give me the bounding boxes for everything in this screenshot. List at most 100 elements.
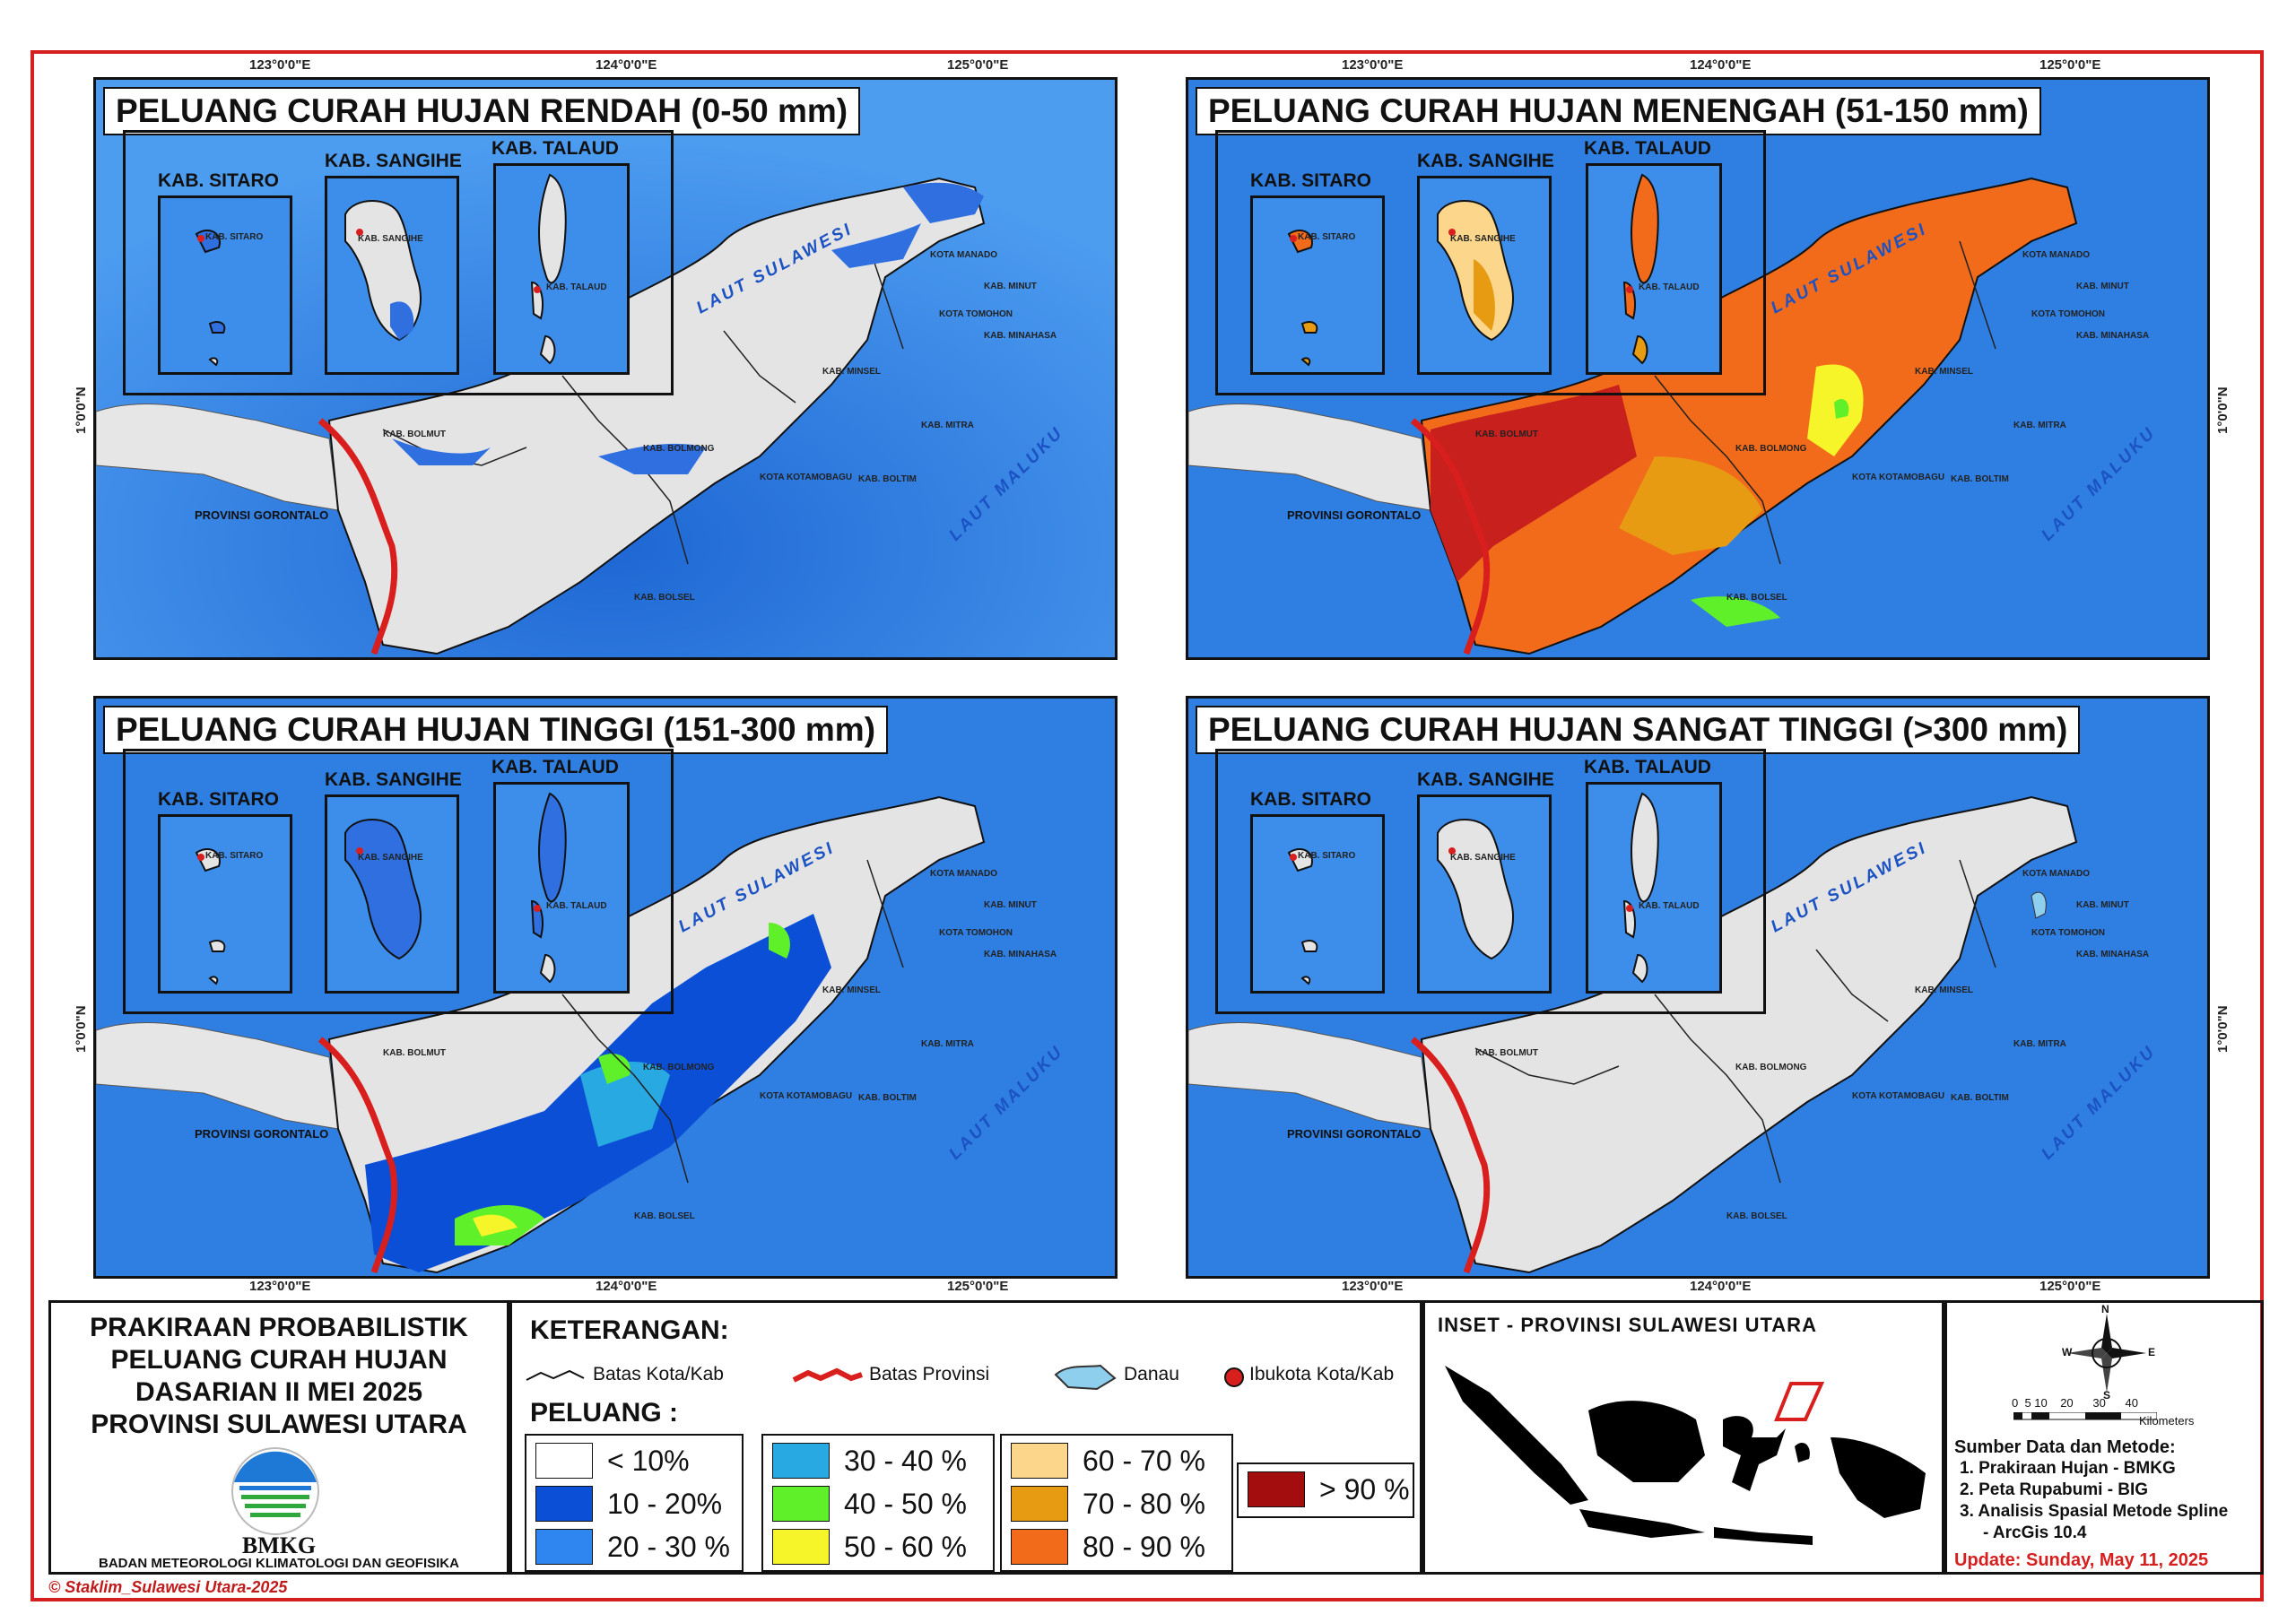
inset-label-sangihe: KAB. SANGIHE <box>1417 151 1554 171</box>
prov-label-gorontalo: PROVINSI GORONTALO <box>1287 1127 1422 1141</box>
copyright: © Staklim_Sulawesi Utara-2025 <box>48 1578 288 1596</box>
legend-ibukota: Ibukota Kota/Kab <box>1249 1364 1395 1384</box>
scale-bar <box>2013 1412 2157 1420</box>
place-bolmong: KAB. BOLMONG <box>643 444 715 454</box>
update-date: Update: Sunday, May 11, 2025 <box>1954 1550 2209 1570</box>
inset-label-talaud: KAB. TALAUD <box>491 138 619 159</box>
place-minahasa: KAB. MINAHASA <box>984 950 1057 959</box>
inset-label-sangihe: KAB. SANGIHE <box>325 151 462 171</box>
coord-lat-left-bottom: 1°0'0"N <box>74 1005 89 1053</box>
inset-label-sitaro: KAB. SITARO <box>1250 789 1371 810</box>
logo-text: BMKG <box>241 1532 317 1558</box>
inset-label-sangihe: KAB. SANGIHE <box>325 769 462 790</box>
place-bolsel: KAB. BOLSEL <box>1726 593 1787 603</box>
sources-heading: Sumber Data dan Metode: <box>1954 1437 2176 1457</box>
source-4: - ArcGis 10.4 <box>1983 1523 2087 1542</box>
compass-n: N <box>2101 1303 2109 1315</box>
title-block: PRAKIRAAN PROBABILISTIK PELUANG CURAH HU… <box>48 1300 509 1575</box>
class-label: 70 - 80 % <box>1083 1488 1205 1520</box>
inset-label-talaud: KAB. TALAUD <box>1584 757 1711 777</box>
batas-prov-icon <box>792 1367 863 1383</box>
swatch-80-90 <box>1011 1529 1068 1565</box>
place-kotamobagu: KOTA KOTAMOBAGU <box>760 473 853 482</box>
compass-icon <box>2067 1314 2146 1393</box>
inset-place-sitaro: KAB. SITARO <box>205 232 264 242</box>
map-panel-rendah: PELUANG CURAH HUJAN RENDAH (0-50 mm) KAB… <box>93 77 1118 660</box>
scale-unit: Kilometers <box>2139 1414 2195 1428</box>
inset-place-sangihe: KAB. SANGIHE <box>358 853 423 863</box>
place-boltim: KAB. BOLTIM <box>858 1093 917 1103</box>
place-minsel: KAB. MINSEL <box>822 985 881 995</box>
prov-label-gorontalo: PROVINSI GORONTALO <box>195 1127 329 1141</box>
agency-name: BADAN METEOROLOGI KLIMATOLOGI DAN GEOFIS… <box>99 1556 459 1571</box>
class-label: 60 - 70 % <box>1083 1445 1205 1477</box>
inset-group: KAB. SITARO KAB. SITARO KAB. SANGIHE KAB… <box>123 130 674 395</box>
coord-lon-123-bottom-right: 123°0'0"E <box>1342 1279 1404 1294</box>
inset-map-title: INSET - PROVINSI SULAWESI UTARA <box>1438 1314 1817 1336</box>
inset-label-sitaro: KAB. SITARO <box>158 170 279 191</box>
class-label: < 10% <box>607 1445 690 1477</box>
coord-lon-125-bottom-right: 125°0'0"E <box>2039 1279 2101 1294</box>
place-tomohon: KOTA TOMOHON <box>2031 309 2106 319</box>
legend-block: KETERANGAN: Batas Kota/Kab Batas Provins… <box>509 1300 1422 1575</box>
coord-lat-right-bottom: 1°0'0"N <box>2215 1005 2231 1053</box>
swatch-50-60 <box>772 1529 830 1565</box>
inset-place-sitaro: KAB. SITARO <box>1298 232 1356 242</box>
panel-title: PELUANG CURAH HUJAN TINGGI (151-300 mm) <box>103 706 889 754</box>
place-minahasa: KAB. MINAHASA <box>984 331 1057 341</box>
coord-lon-124-top-left: 124°0'0"E <box>596 57 657 73</box>
inset-label-talaud: KAB. TALAUD <box>1584 138 1711 159</box>
inset-place-talaud: KAB. TALAUD <box>1639 901 1700 911</box>
place-minsel: KAB. MINSEL <box>1915 985 1973 995</box>
swatch-40-50 <box>772 1486 830 1522</box>
place-bolsel: KAB. BOLSEL <box>634 1211 695 1221</box>
inset-map-sitaro: KAB. SITARO <box>158 195 292 375</box>
coord-lat-left-top: 1°0'0"N <box>74 386 89 434</box>
place-minut: KAB. MINUT <box>2076 282 2129 291</box>
inset-map-talaud: KAB. TALAUD <box>1586 163 1722 375</box>
swatch-10-20 <box>535 1486 593 1522</box>
place-tomohon: KOTA TOMOHON <box>2031 928 2106 938</box>
class-label: 20 - 30 % <box>607 1531 730 1563</box>
title-line-4: PROVINSI SULAWESI UTARA <box>91 1410 467 1439</box>
inset-group: KAB. SITARO KAB. SITARO KAB. SANGIHE KAB… <box>123 749 674 1014</box>
panel-title: PELUANG CURAH HUJAN RENDAH (0-50 mm) <box>103 87 861 135</box>
map-frame <box>30 50 2264 1601</box>
indonesia-map <box>1445 1366 1926 1545</box>
place-tomohon: KOTA TOMOHON <box>939 928 1013 938</box>
place-manado: KOTA MANADO <box>930 250 997 260</box>
place-minut: KAB. MINUT <box>2076 900 2129 910</box>
inset-indonesia-block: INSET - PROVINSI SULAWESI UTARA <box>1422 1300 1944 1575</box>
place-minut: KAB. MINUT <box>984 282 1037 291</box>
source-3: 3. Analisis Spasial Metode Spline <box>1960 1502 2229 1521</box>
place-bolmong: KAB. BOLMONG <box>1735 444 1807 454</box>
legend-heading: KETERANGAN: <box>530 1315 729 1345</box>
swatch-gt90 <box>1248 1471 1305 1507</box>
place-minsel: KAB. MINSEL <box>1915 367 1973 377</box>
place-minsel: KAB. MINSEL <box>822 367 881 377</box>
inset-place-sangihe: KAB. SANGIHE <box>358 234 423 244</box>
ibukota-icon <box>1224 1367 1244 1387</box>
swatch-30-40 <box>772 1443 830 1479</box>
inset-place-talaud: KAB. TALAUD <box>546 282 607 292</box>
coord-lon-123-top-right: 123°0'0"E <box>1342 57 1404 73</box>
legend-batas-prov: Batas Provinsi <box>869 1364 990 1384</box>
class-label: 40 - 50 % <box>844 1488 967 1520</box>
prov-label-gorontalo: PROVINSI GORONTALO <box>1287 508 1422 522</box>
coord-lon-123-top-left: 123°0'0"E <box>249 57 311 73</box>
place-manado: KOTA MANADO <box>2022 869 2090 879</box>
panel-title: PELUANG CURAH HUJAN SANGAT TINGGI (>300 … <box>1196 706 2081 754</box>
place-bolmong: KAB. BOLMONG <box>1735 1063 1807 1072</box>
legend-group-1: < 10% 10 - 20% 20 - 30 % <box>525 1434 744 1572</box>
place-minut: KAB. MINUT <box>984 900 1037 910</box>
inset-label-sitaro: KAB. SITARO <box>1250 170 1371 191</box>
coord-lon-123-bottom-left: 123°0'0"E <box>249 1279 311 1294</box>
inset-place-sangihe: KAB. SANGIHE <box>1450 853 1516 863</box>
inset-group: KAB. SITARO KAB. SITARO KAB. SANGIHE KAB… <box>1215 130 1766 395</box>
place-bolsel: KAB. BOLSEL <box>634 593 695 603</box>
class-label: 80 - 90 % <box>1083 1531 1205 1563</box>
swatch-20-30 <box>535 1529 593 1565</box>
inset-place-talaud: KAB. TALAUD <box>546 901 607 911</box>
class-label: 30 - 40 % <box>844 1445 967 1477</box>
place-mitra: KAB. MITRA <box>921 421 974 430</box>
